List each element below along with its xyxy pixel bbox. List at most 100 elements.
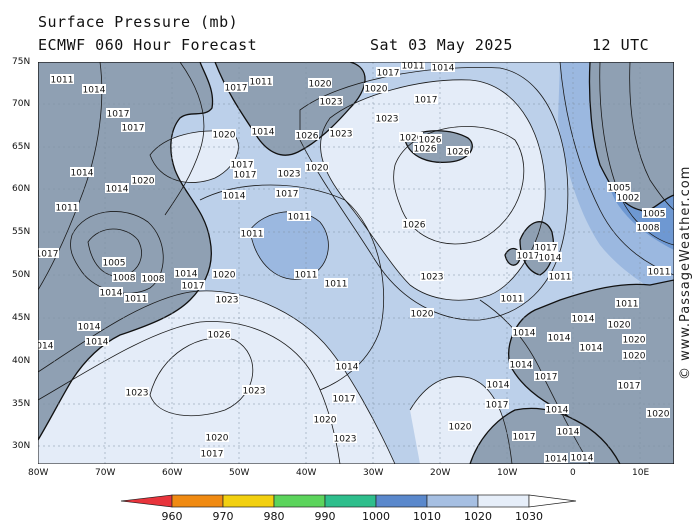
isobar-label-bg: [38, 340, 54, 350]
isobar-label-bg: [617, 380, 641, 390]
isobar-label-bg: [82, 84, 106, 94]
isobar-label-bg: [99, 287, 123, 297]
isobar-label: 1014: [71, 169, 94, 179]
lat-label: 55N: [12, 227, 31, 237]
isobar-label-bg: [294, 269, 318, 279]
isobar-label: 1020: [213, 131, 236, 141]
isobar-label: 1026: [296, 132, 319, 142]
legend-label: 980: [263, 510, 285, 523]
isobar-label-bg: [212, 269, 236, 279]
lat-label: 60N: [12, 184, 31, 194]
isobar-label: 1014: [580, 344, 603, 354]
isobar-label: 1017: [276, 190, 299, 200]
isobar-label-bg: [616, 192, 640, 202]
isobar-label: 1023: [334, 435, 357, 445]
isobar-label-bg: [446, 146, 470, 156]
isobar-label-bg: [212, 129, 236, 139]
isobar-label-bg: [174, 268, 198, 278]
isobar-label-bg: [431, 62, 455, 72]
isobar-label-bg: [647, 266, 671, 276]
isobar-label: 1023: [216, 296, 239, 306]
legend-label: 960: [161, 510, 183, 523]
isobar-label: 1023: [320, 98, 343, 108]
isobar-label-bg: [287, 211, 311, 221]
isobar-label-bg: [333, 433, 357, 443]
isobar-label: 1011: [241, 230, 264, 240]
legend-swatch-960: [120, 494, 173, 508]
isobar-label: 1011: [501, 295, 524, 305]
lon-label: 30W: [363, 468, 384, 478]
isobar-label: 1014: [513, 329, 536, 339]
isobar-label-bg: [420, 271, 444, 281]
isobar-label: 1014: [223, 192, 246, 202]
isobar-label: 1014: [571, 454, 594, 464]
isobar-label: 1011: [288, 213, 311, 223]
isobar-label: 1005: [103, 259, 126, 269]
isobar-label: 1017: [234, 171, 257, 181]
lat-label: 35N: [12, 399, 31, 409]
isobar-label: 1008: [142, 275, 165, 285]
isobar-label-bg: [646, 408, 670, 418]
isobar-label-bg: [85, 336, 109, 346]
isobar-label-bg: [486, 379, 510, 389]
legend-swatch-1030: [477, 494, 530, 508]
isobar-label: 1011: [125, 295, 148, 305]
isobar-label-bg: [251, 126, 275, 136]
isobar-label: 1014: [336, 363, 359, 373]
isobar-label: 1011: [56, 204, 79, 214]
isobar-label-bg: [249, 76, 273, 86]
isobar-label: 1017: [517, 252, 540, 262]
isobar-label: 1020: [647, 410, 670, 420]
isobar-label-bg: [418, 134, 442, 144]
isobar-label-bg: [413, 143, 437, 153]
lon-label: 80W: [28, 468, 49, 478]
isobar-label: 1014: [548, 334, 571, 344]
legend-colorbar: [120, 494, 577, 508]
legend-swatch-1010: [375, 494, 428, 508]
isobar-label: 1017: [377, 69, 400, 79]
isobar-label-bg: [548, 271, 572, 281]
legend-label: 1010: [413, 510, 441, 523]
legend-label: 970: [212, 510, 234, 523]
isobar-label-bg: [207, 329, 231, 339]
isobar-label: 1020: [623, 352, 646, 362]
isobar-label-bg: [141, 273, 165, 283]
isobar-label-bg: [364, 83, 388, 93]
isobar-label-bg: [512, 327, 536, 337]
isobar-label: 1014: [78, 323, 101, 333]
isobar-label: 1014: [38, 342, 54, 352]
low-pressure-area: [250, 211, 329, 280]
isobar-label-bg: [622, 334, 646, 344]
isobar-label-bg: [106, 108, 130, 118]
isobar-label-bg: [402, 219, 426, 229]
isobar-label: 1014: [252, 128, 275, 138]
isobar-label: 1017: [182, 282, 205, 292]
isobar-label: 1017: [231, 161, 254, 171]
lon-label: 0: [570, 468, 576, 478]
isobar-label: 1014: [100, 289, 123, 299]
isobar-label: 1020: [365, 85, 388, 95]
isobar-label-bg: [295, 130, 319, 140]
isobar-label: 1014: [106, 185, 129, 195]
legend-swatch-1020: [426, 494, 479, 508]
credit-watermark: © www.PassageWeather.com: [678, 165, 693, 380]
isobar-label: 1011: [402, 62, 425, 72]
isobar-label: 1017: [38, 250, 58, 260]
isobar-label-bg: [277, 168, 301, 178]
legend-swatch-980: [222, 494, 275, 508]
lon-label: 10W: [497, 468, 518, 478]
isobar-label: 1014: [510, 361, 533, 371]
isobar-label: 1020: [206, 434, 229, 444]
isobar-label: 1020: [623, 336, 646, 346]
lon-label: 20W: [430, 468, 451, 478]
lat-label: 75N: [12, 57, 31, 67]
isobar-label: 1017: [415, 96, 438, 106]
high-pressure-area: [320, 79, 546, 301]
isobar-label-bg: [570, 452, 594, 462]
isobar-label-bg: [509, 359, 533, 369]
isobar-label-bg: [131, 175, 155, 185]
isobar-label-bg: [410, 308, 434, 318]
isobar-label: 1014: [86, 338, 109, 348]
isobar-label-bg: [579, 342, 603, 352]
